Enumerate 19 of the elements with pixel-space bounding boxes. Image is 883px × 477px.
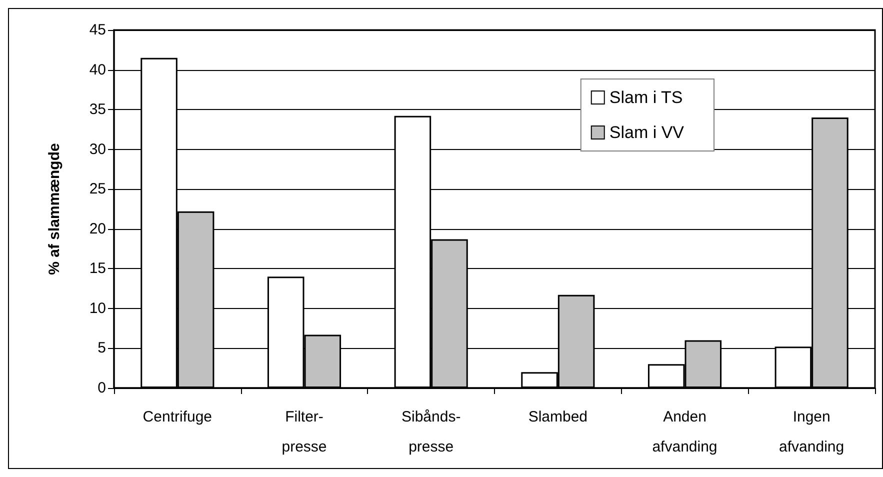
legend-label: Slam i TS — [609, 88, 683, 107]
x-tick-label: Sibånds- presse — [401, 408, 461, 456]
legend-label: Slam i VV — [609, 123, 685, 142]
y-tick-label: 45 — [89, 22, 106, 38]
y-tick-label: 20 — [89, 220, 106, 238]
x-tick-label: Centrifuge — [142, 408, 212, 426]
y-tick-label: 30 — [89, 140, 106, 158]
y-tick-label: 0 — [98, 380, 106, 396]
x-tick-label: Anden afvanding — [652, 408, 718, 456]
y-axis-title: % af slammængde — [46, 143, 63, 275]
y-tick-label: 10 — [89, 300, 106, 317]
y-tick-label: 15 — [89, 260, 106, 278]
x-tick-label: Slambed — [528, 408, 588, 426]
y-tick-label: 35 — [89, 101, 106, 118]
y-tick-label: 5 — [98, 340, 106, 357]
y-tick-label: 40 — [89, 61, 106, 78]
x-tick-label: Filter- presse — [282, 408, 327, 456]
x-tick-label: Ingen afvanding — [779, 408, 844, 456]
y-tick-label: 25 — [89, 180, 106, 198]
